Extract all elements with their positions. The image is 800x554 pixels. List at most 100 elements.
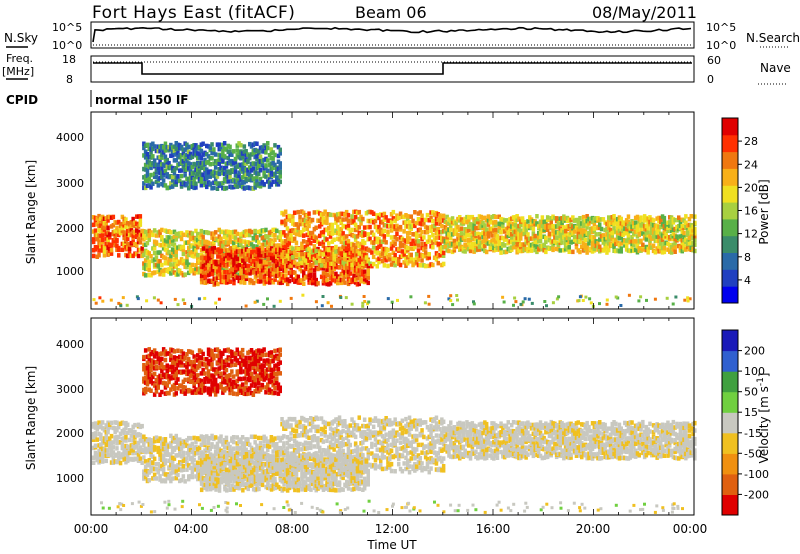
scatter-cell: [240, 154, 245, 160]
scatter-cell: [160, 181, 164, 187]
freq-tick-low: 8: [66, 73, 73, 86]
scatter-cell: [196, 267, 200, 272]
scatter-cell: [327, 252, 331, 257]
scatter-cell: [542, 242, 546, 248]
scatter-cell: [436, 231, 440, 236]
scatter-cell: [223, 486, 227, 492]
scatter-cell: [596, 247, 600, 252]
scatter-cell: [623, 231, 627, 236]
scatter-cell: [682, 223, 686, 228]
scatter-cell: [145, 232, 150, 237]
scatter-cell: [170, 153, 175, 158]
scatter-cell: [237, 242, 241, 248]
scatter-cell: [273, 466, 277, 471]
scatter-cell: [413, 257, 417, 263]
scatter-cell: [296, 246, 300, 252]
scatter-cell: [226, 169, 230, 174]
scatter-cell: [219, 248, 224, 254]
scatter-cell: [592, 246, 597, 252]
scatter-cell: [267, 230, 272, 235]
scatter-cell: [361, 233, 365, 238]
scatter-cell: [519, 236, 523, 241]
scatter-cell: [388, 257, 392, 262]
scatter-cell: [149, 230, 153, 235]
scatter-cell: [240, 435, 245, 440]
scatter-cell: [391, 216, 396, 221]
scatter-cell: [379, 239, 383, 245]
scatter-cell: [217, 248, 222, 254]
scatter-cell: [589, 226, 593, 231]
scatter-cell: [244, 270, 249, 276]
scatter-cell: [196, 465, 200, 470]
scatter-cell: [294, 245, 299, 251]
scatter-cell: [353, 280, 358, 285]
scatter-cell: [194, 467, 198, 472]
scatter-cell: [219, 434, 223, 439]
cpid-text: normal 150 IF: [95, 93, 189, 107]
scatter-cell: [188, 465, 193, 471]
scatter-cell: [370, 230, 374, 235]
scatter-cell: [296, 264, 301, 270]
scatter-cell: [484, 238, 489, 243]
scatter-cell: [156, 148, 160, 154]
scatter-cell: [145, 171, 150, 176]
scatter-cell: [242, 166, 247, 171]
scatter-cell: [416, 257, 421, 262]
scatter-cell: [612, 214, 616, 219]
scatter-cell: [565, 218, 570, 223]
scatter-cell: [99, 233, 103, 238]
scatter-cell: [659, 248, 663, 253]
scatter-cell: [298, 230, 302, 235]
scatter-cell: [239, 183, 243, 189]
scatter-cell: [353, 277, 358, 283]
scatter-cell: [355, 251, 360, 257]
scatter-cell: [181, 454, 186, 460]
scatter-cell: [350, 265, 354, 271]
scatter-cell: [325, 220, 329, 226]
scatter-cell: [456, 216, 460, 222]
scatter-cell: [131, 234, 135, 239]
colorbar-swatch: [722, 168, 738, 186]
scatter-cell: [242, 266, 247, 272]
scatter-cell: [310, 235, 315, 241]
scatter-cell: [431, 224, 435, 229]
scatter-cell: [301, 293, 305, 297]
scatter-cell: [402, 238, 406, 243]
scatter-cell: [225, 456, 229, 461]
scatter-cell: [461, 236, 466, 241]
scatter-cell: [172, 439, 177, 444]
scatter-cell: [246, 453, 250, 459]
scatter-cell: [99, 223, 103, 228]
scatter-cell: [357, 216, 361, 222]
scatter-cell: [278, 477, 283, 483]
scatter-cell: [414, 260, 419, 265]
scatter-cell: [343, 252, 347, 258]
scatter-cell: [181, 298, 185, 302]
scatter-cell: [149, 150, 153, 155]
scatter-cell: [201, 165, 205, 170]
scatter-cell: [122, 448, 126, 453]
scatter-cell: [377, 236, 381, 242]
scatter-cell: [111, 425, 116, 431]
scatter-cell: [163, 238, 168, 243]
scatter-cell: [289, 480, 293, 486]
scatter-cell: [255, 270, 259, 276]
scatter-cell: [231, 243, 236, 248]
scatter-cell: [106, 240, 110, 245]
scatter-cell: [339, 227, 344, 232]
scatter-cell: [316, 218, 320, 223]
scatter-cell: [276, 153, 281, 159]
scatter-cell: [319, 214, 324, 220]
scatter-cell: [398, 235, 403, 240]
scatter-cell: [271, 461, 276, 467]
scatter-cell: [598, 232, 602, 237]
scatter-cell: [239, 177, 243, 182]
scatter-cell: [185, 254, 189, 260]
scatter-cell: [246, 242, 250, 247]
scatter-cell: [228, 268, 233, 273]
scatter-cell: [248, 475, 252, 481]
scatter-cell: [257, 456, 261, 462]
scatter-cell: [648, 219, 652, 225]
scatter-cell: [576, 230, 580, 236]
scatter-cell: [653, 250, 658, 255]
